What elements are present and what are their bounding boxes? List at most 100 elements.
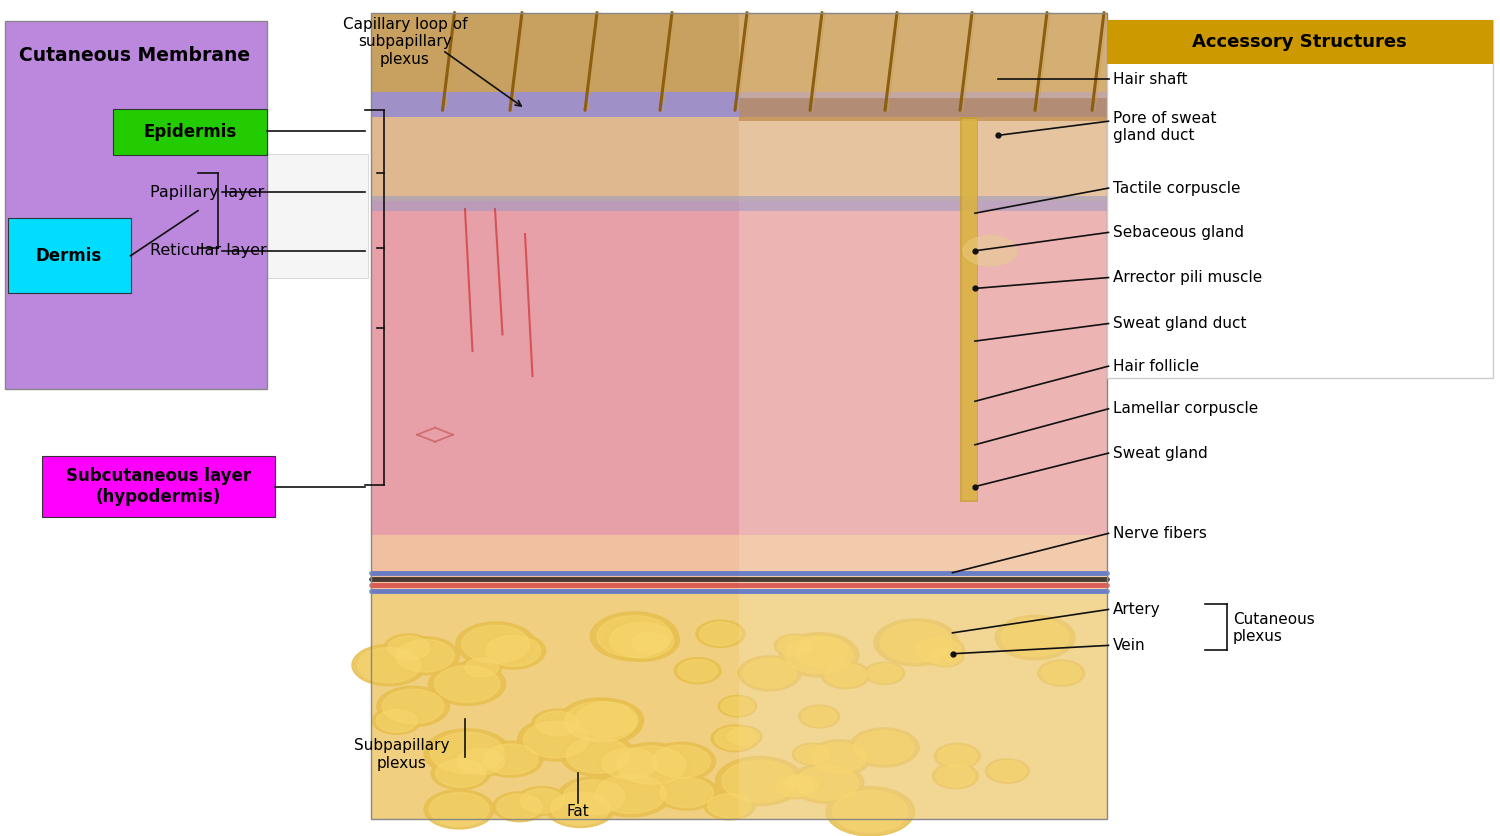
Circle shape xyxy=(742,659,796,688)
Bar xyxy=(4,21,267,389)
Circle shape xyxy=(435,665,500,702)
Circle shape xyxy=(798,706,840,728)
Bar xyxy=(370,13,1107,92)
Text: Hair shaft: Hair shaft xyxy=(1113,72,1188,87)
Circle shape xyxy=(853,731,914,764)
Circle shape xyxy=(392,637,459,675)
Circle shape xyxy=(610,742,692,788)
Circle shape xyxy=(384,634,433,662)
Circle shape xyxy=(602,748,657,779)
Circle shape xyxy=(597,745,662,782)
Circle shape xyxy=(651,745,711,777)
Circle shape xyxy=(716,757,804,806)
Circle shape xyxy=(550,792,609,824)
Bar xyxy=(370,196,1107,211)
Circle shape xyxy=(1038,660,1084,686)
Text: Accessory Structures: Accessory Structures xyxy=(1192,33,1407,51)
Circle shape xyxy=(708,793,752,818)
Circle shape xyxy=(867,664,901,683)
Circle shape xyxy=(546,789,615,828)
Text: Subcutaneous layer
(hypodermis): Subcutaneous layer (hypodermis) xyxy=(66,467,251,506)
Circle shape xyxy=(986,759,1029,783)
Bar xyxy=(370,92,1107,117)
Circle shape xyxy=(480,633,546,669)
Circle shape xyxy=(777,636,812,655)
Bar xyxy=(370,117,1107,201)
Circle shape xyxy=(604,619,680,661)
Bar xyxy=(8,218,130,293)
Circle shape xyxy=(660,777,714,808)
Circle shape xyxy=(722,697,754,716)
Circle shape xyxy=(458,748,504,775)
Bar xyxy=(962,119,976,500)
Bar xyxy=(112,109,267,155)
Text: Subpapillary
plexus: Subpapillary plexus xyxy=(354,738,450,771)
Circle shape xyxy=(396,640,454,672)
Text: Sweat gland duct: Sweat gland duct xyxy=(1113,316,1246,331)
Text: Tactile corpuscle: Tactile corpuscle xyxy=(1113,181,1240,196)
Text: Dermis: Dermis xyxy=(36,247,102,265)
Circle shape xyxy=(738,655,801,691)
Bar xyxy=(738,98,1107,121)
Bar xyxy=(738,201,1107,535)
Circle shape xyxy=(722,760,797,802)
Bar xyxy=(738,13,1107,98)
Circle shape xyxy=(996,615,1076,660)
Circle shape xyxy=(376,710,417,732)
Circle shape xyxy=(516,787,568,815)
Bar xyxy=(370,535,1107,594)
Circle shape xyxy=(711,725,759,752)
Circle shape xyxy=(524,721,588,757)
Text: Lamellar corpuscle: Lamellar corpuscle xyxy=(1113,401,1258,416)
Circle shape xyxy=(678,660,717,682)
Circle shape xyxy=(518,718,594,761)
Circle shape xyxy=(933,763,978,789)
Circle shape xyxy=(874,619,959,665)
Circle shape xyxy=(718,696,756,717)
Circle shape xyxy=(880,622,952,662)
Circle shape xyxy=(536,711,580,736)
Bar xyxy=(370,201,1107,535)
Circle shape xyxy=(591,612,678,661)
Circle shape xyxy=(357,648,420,683)
Text: Papillary layer: Papillary layer xyxy=(150,185,264,200)
Circle shape xyxy=(915,638,962,663)
Circle shape xyxy=(558,777,630,818)
Circle shape xyxy=(790,762,864,803)
Circle shape xyxy=(616,746,686,784)
Circle shape xyxy=(632,633,669,653)
Circle shape xyxy=(424,729,512,777)
Text: Cutaneous Membrane: Cutaneous Membrane xyxy=(20,46,250,65)
Text: Artery: Artery xyxy=(1113,602,1161,617)
Text: Pore of sweat
gland duct: Pore of sweat gland duct xyxy=(1113,111,1216,143)
Circle shape xyxy=(912,635,964,665)
Circle shape xyxy=(1041,662,1082,684)
Circle shape xyxy=(774,635,814,657)
Circle shape xyxy=(795,745,830,763)
Circle shape xyxy=(430,732,504,773)
Text: Nerve fibers: Nerve fibers xyxy=(1113,526,1208,541)
Circle shape xyxy=(376,686,450,726)
Bar xyxy=(1107,20,1492,378)
Circle shape xyxy=(827,787,915,836)
Circle shape xyxy=(462,625,530,663)
Circle shape xyxy=(478,742,543,777)
Circle shape xyxy=(927,647,963,667)
Bar xyxy=(370,13,1107,819)
Circle shape xyxy=(699,622,741,645)
Circle shape xyxy=(564,701,636,742)
Circle shape xyxy=(934,743,981,769)
Circle shape xyxy=(646,742,716,781)
Circle shape xyxy=(807,740,871,776)
Circle shape xyxy=(462,656,503,679)
Circle shape xyxy=(790,635,852,669)
Circle shape xyxy=(424,790,495,829)
Circle shape xyxy=(566,737,630,773)
Text: Fat: Fat xyxy=(566,804,590,819)
Text: Sebaceous gland: Sebaceous gland xyxy=(1113,225,1244,240)
Circle shape xyxy=(812,742,867,773)
Text: Arrector pili muscle: Arrector pili muscle xyxy=(1113,270,1263,285)
Bar xyxy=(1107,20,1492,64)
Circle shape xyxy=(628,630,672,655)
Circle shape xyxy=(784,774,818,793)
